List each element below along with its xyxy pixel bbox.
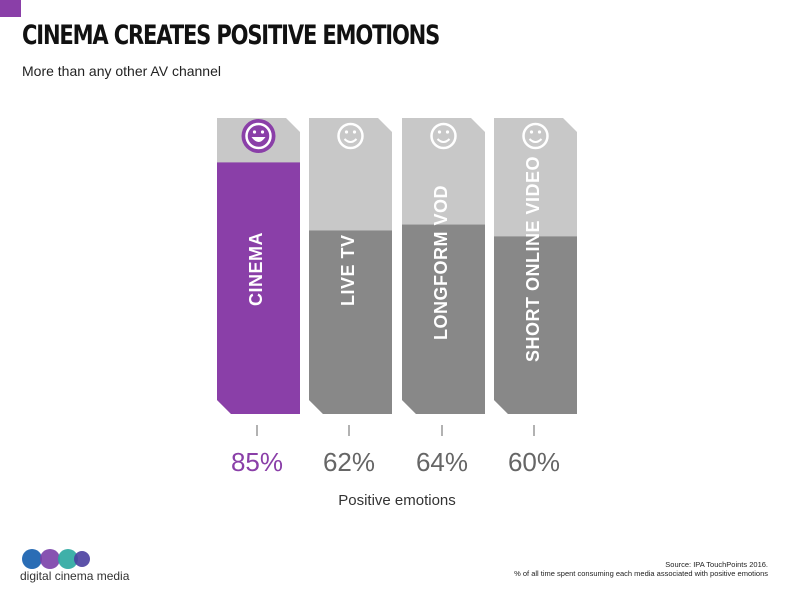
chart-caption: Positive emotions [338, 492, 456, 509]
smile-eye-l-2 [437, 130, 442, 134]
smile-mouth-2 [436, 138, 451, 143]
corner-accent [0, 0, 21, 17]
smile-icon-1 [337, 122, 364, 150]
source-line-1: Source: IPA TouchPoints 2016. [665, 560, 768, 569]
big-smile-eye-r-0 [260, 130, 265, 134]
big-smile-mouth-0 [251, 137, 266, 142]
source-note: Source: IPA TouchPoints 2016. % of all t… [514, 560, 768, 578]
smile-eye-r-2 [445, 130, 450, 134]
smile-eye-l-3 [529, 130, 534, 134]
big-smile-eye-l-0 [252, 130, 257, 134]
smile-icon-2 [430, 122, 457, 150]
category-label-2: LONGFORM VOD [431, 185, 451, 340]
logo-text: digital cinema media [20, 569, 130, 583]
category-label-1: LIVE TV [338, 234, 358, 306]
logo-circle-1 [22, 549, 42, 569]
value-label-0: 85% [231, 447, 283, 477]
logo-circle-4 [74, 551, 90, 567]
page-subtitle: More than any other AV channel [22, 63, 221, 79]
value-label-1: 62% [323, 447, 375, 477]
smile-eye-l-1 [344, 130, 349, 134]
logo-circle-2 [40, 549, 60, 569]
smile-eye-r-3 [537, 130, 542, 134]
big-smile-icon-0 [245, 122, 272, 150]
source-line-2: % of all time spent consuming each media… [514, 569, 768, 578]
smile-mouth-3 [528, 138, 543, 143]
category-label-0: CINEMA [246, 232, 266, 306]
bar-2 [402, 224, 485, 414]
category-label-3: SHORT ONLINE VIDEO [523, 156, 543, 362]
dcm-logo [22, 549, 90, 569]
value-label-3: 60% [508, 447, 560, 477]
value-label-2: 64% [416, 447, 468, 477]
logo-circle-3 [58, 549, 78, 569]
smile-mouth-1 [343, 138, 358, 143]
bar-0 [217, 162, 300, 414]
page-title: CINEMA CREATES POSITIVE EMOTIONS [22, 20, 440, 51]
smile-icon-3 [522, 122, 549, 150]
bar-1 [309, 230, 392, 414]
bar-3 [494, 236, 577, 414]
smile-eye-r-1 [352, 130, 357, 134]
